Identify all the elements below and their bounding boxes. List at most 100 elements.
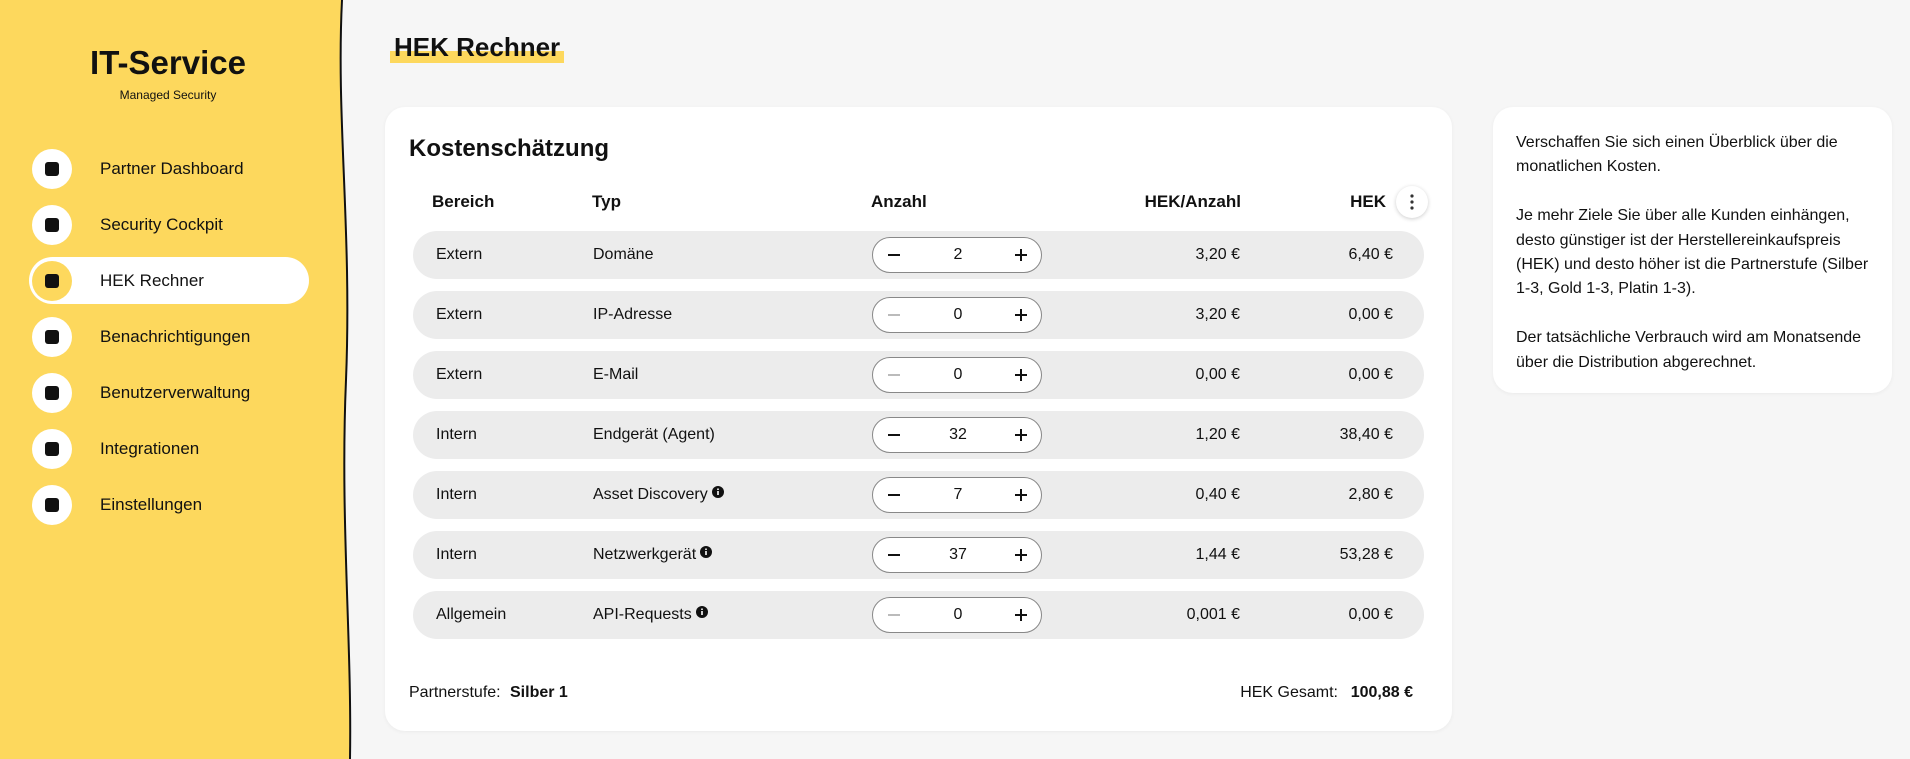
area: Intern [436,546,477,563]
quantity: 2 [953,246,963,263]
info-paragraph: Verschaffen Sie sich einen Überblick übe… [1516,134,1838,176]
nav-item[interactable]: Einstellungen [29,481,309,528]
price: 0,00 € [1348,366,1393,383]
unit-price: 1,20 € [1195,426,1240,443]
increment-button[interactable] [1004,478,1038,512]
price: 6,40 € [1348,246,1393,263]
decrement-button[interactable] [877,238,911,272]
increment-button[interactable] [1004,598,1038,632]
type: E-Mail [593,366,639,383]
decrement-button[interactable] [877,418,911,452]
page-title: HEK Rechner [390,32,565,63]
column-header: Typ [592,192,621,211]
nav-label: HEK Rechner [100,270,204,290]
area: Allgemein [436,606,507,623]
tagline: Managed Security [119,88,217,102]
nav-item[interactable]: Benachrichtigungen [29,313,309,360]
column-header: Bereich [432,192,495,211]
decrement-button[interactable] [877,538,911,572]
quantity: 7 [953,486,963,503]
area: Intern [436,486,477,503]
table-row: Intern Asset Discovery 7 0,40 € 2,80 € [413,471,1424,519]
decrement-button [877,598,911,632]
nav-icon [32,204,72,245]
nav-icon [32,428,72,469]
quantity-stepper: 0 [872,597,1042,633]
icon-glyph [45,329,59,344]
total-label: HEK Gesamt: [1240,684,1338,701]
increment-button[interactable] [1004,238,1038,272]
area: Extern [436,366,483,383]
nav-label: Benutzerverwaltung [100,382,251,402]
quantity: 37 [949,546,967,563]
table-row: Extern E-Mail 0 0,00 € 0,00 € [413,351,1424,399]
info-card [1493,107,1892,393]
info-text: Verschaffen Sie sich einen Überblick übe… [1516,131,1876,399]
info-icon[interactable] [692,604,710,620]
area: Extern [436,306,483,323]
unit-price: 1,44 € [1195,546,1240,563]
tier-value: Silber 1 [510,684,568,701]
type: API-Requests [593,591,710,639]
quantity-stepper: 2 [872,237,1042,273]
nav-item[interactable]: Security Cockpit [29,201,309,248]
price: 0,00 € [1348,606,1393,623]
nav-item[interactable]: Benutzerverwaltung [29,369,309,416]
quantity-stepper: 0 [872,297,1042,333]
type: Asset Discovery [593,471,726,519]
price: 38,40 € [1339,426,1393,443]
nav-icon [32,372,72,413]
icon-glyph [45,161,59,176]
sidebar-background [0,0,352,759]
increment-button[interactable] [1004,358,1038,392]
nav-label: Security Cockpit [100,214,223,234]
increment-button[interactable] [1004,298,1038,332]
unit-price: 0,001 € [1186,606,1240,623]
nav-item[interactable]: HEK Rechner [29,257,309,304]
quantity: 0 [953,366,963,383]
icon-glyph [45,497,59,512]
increment-button[interactable] [1004,538,1038,572]
type: Domäne [593,246,654,263]
icon-glyph [45,441,59,456]
area: Extern [436,246,483,263]
column-header: HEK/Anzahl [1144,192,1241,211]
nav-label: Benachrichtigungen [100,326,251,346]
table-row: Allgemein API-Requests 0 0,001 € 0,00 € [413,591,1424,639]
increment-button[interactable] [1004,418,1038,452]
type: IP-Adresse [593,306,673,323]
column-header: Anzahl [871,192,927,211]
quantity: 0 [953,306,963,323]
unit-price: 3,20 € [1195,246,1240,263]
menu-button[interactable] [1396,186,1428,218]
price: 53,28 € [1339,546,1393,563]
quantity-stepper: 37 [872,537,1042,573]
icon-glyph [45,217,59,232]
table-row: Intern Endgerät (Agent) 32 1,20 € 38,40 € [413,411,1424,459]
decrement-button[interactable] [877,478,911,512]
table-row: Extern Domäne 2 3,20 € 6,40 € [413,231,1424,279]
decrement-button [877,298,911,332]
info-icon[interactable] [696,544,714,560]
info-paragraph: Der tatsächliche Verbrauch wird am Monat… [1516,329,1862,371]
nav-icon [32,260,72,301]
type: Endgerät (Agent) [593,426,715,443]
unit-price: 0,40 € [1195,486,1240,503]
quantity-stepper: 32 [872,417,1042,453]
nav-item[interactable]: Integrationen [29,425,309,472]
table-row: Extern IP-Adresse 0 3,20 € 0,00 € [413,291,1424,339]
table-row: Intern Netzwerkgerät 37 1,44 € 53,28 € [413,531,1424,579]
nav-label: Integrationen [100,438,200,458]
nav-item[interactable]: Partner Dashboard [29,145,309,192]
area: Intern [436,426,477,443]
info-icon[interactable] [708,484,726,500]
column-header: HEK [1350,192,1386,211]
quantity: 0 [953,606,963,623]
tier-label: Partnerstufe: [409,684,501,701]
nav-label: Partner Dashboard [100,158,244,178]
unit-price: 3,20 € [1195,306,1240,323]
quantity-stepper: 0 [872,357,1042,393]
unit-price: 0,00 € [1195,366,1240,383]
info-paragraph: Je mehr Ziele Sie über alle Kunden einhä… [1516,207,1869,298]
